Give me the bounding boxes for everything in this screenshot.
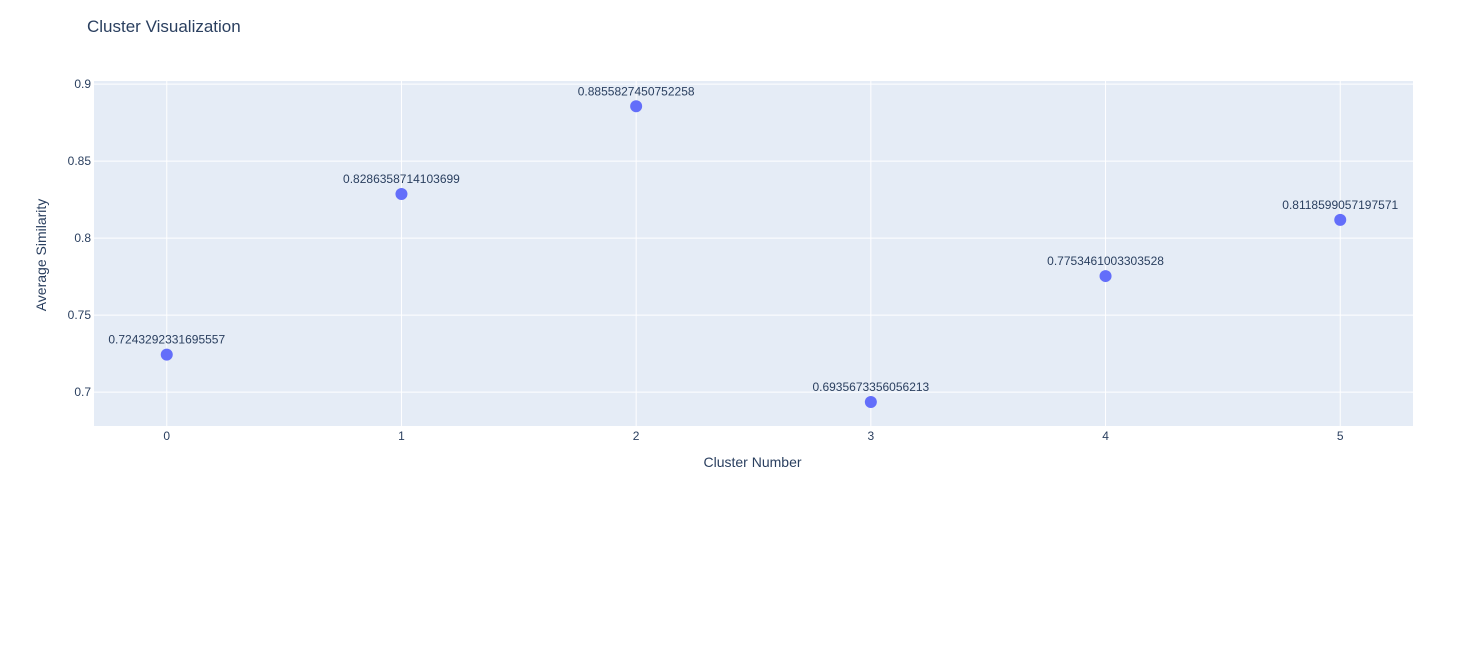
data-point[interactable]: [160, 348, 173, 361]
grid: [94, 81, 1413, 426]
data-label: 0.8286358714103699: [343, 172, 460, 186]
data-label: 0.6935673356056213: [812, 380, 929, 394]
x-axis-title: Cluster Number: [703, 454, 801, 470]
y-axis-ticks: 0.7 0.75 0.8 0.85 0.9: [68, 77, 92, 399]
data-label: 0.7753461003303528: [1047, 254, 1164, 268]
data-point[interactable]: [630, 100, 643, 113]
data-label: 0.8855827450752258: [578, 84, 695, 98]
data-point[interactable]: [395, 187, 408, 200]
y-tick-label: 0.75: [68, 308, 92, 322]
scatter-series: 0.7243292331695557 0.8286358714103699 0.88…: [108, 84, 1399, 409]
y-axis-title: Average Similarity: [33, 199, 49, 312]
x-axis-ticks: 0 1 2 3 4 5: [163, 429, 1343, 443]
y-tick-label: 0.9: [74, 77, 91, 91]
chart-title: Cluster Visualization: [87, 17, 241, 36]
x-tick-label: 0: [163, 429, 170, 443]
x-tick-label: 2: [633, 429, 640, 443]
data-point[interactable]: [1099, 270, 1112, 283]
x-tick-label: 3: [868, 429, 875, 443]
x-tick-label: 4: [1102, 429, 1109, 443]
data-label: 0.8118599057197571: [1282, 198, 1398, 212]
x-tick-label: 5: [1337, 429, 1344, 443]
data-point[interactable]: [864, 396, 877, 409]
x-tick-label: 1: [398, 429, 405, 443]
plot-area: [94, 81, 1413, 426]
data-label: 0.7243292331695557: [108, 333, 225, 347]
y-tick-label: 0.7: [74, 385, 91, 399]
y-tick-label: 0.8: [74, 231, 91, 245]
data-point[interactable]: [1334, 213, 1347, 226]
y-tick-label: 0.85: [68, 154, 92, 168]
